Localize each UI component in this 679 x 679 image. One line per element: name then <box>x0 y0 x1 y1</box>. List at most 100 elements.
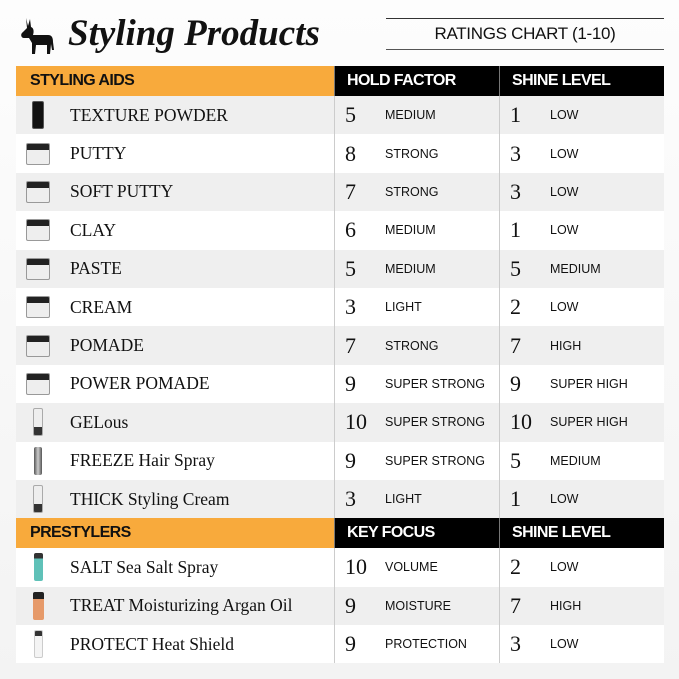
product-name: SALT Sea Salt Spray <box>70 556 219 577</box>
table-row: PASTE 5 MEDIUM 5 MEDIUM <box>16 249 664 288</box>
product-name: THICK Styling Cream <box>70 488 230 509</box>
rating-value: 5 <box>345 102 356 128</box>
column-header: SHINE LEVEL <box>499 518 664 549</box>
rating-value: 7 <box>345 332 356 358</box>
jar-icon <box>20 296 56 319</box>
table-row: PROTECT Heat Shield 9 PROTECTION 3 LOW <box>16 625 664 664</box>
rating-label: STRONG <box>385 338 439 353</box>
shine-label: LOW <box>550 492 579 507</box>
jar-icon <box>20 334 56 357</box>
section-header: PRESTYLERS KEY FOCUS SHINE LEVEL <box>16 518 664 549</box>
rating-label: STRONG <box>385 184 439 199</box>
shine-value: 3 <box>510 178 521 204</box>
rating-value: 5 <box>345 255 356 281</box>
spray-can-icon <box>20 446 56 475</box>
product-name: CLAY <box>70 219 117 240</box>
rating-label: SUPER STRONG <box>385 415 486 430</box>
product-name: CREAM <box>70 296 133 317</box>
shine-value: 1 <box>510 217 521 243</box>
rating-label: STRONG <box>385 146 439 161</box>
shine-value: 5 <box>510 447 521 473</box>
shine-value: 9 <box>510 370 521 396</box>
shine-label: LOW <box>550 300 579 315</box>
table-row: THICK Styling Cream 3 LIGHT 1 LOW <box>16 479 664 519</box>
table-row: GELous 10 SUPER STRONG 10 SUPER HIGH <box>16 403 664 442</box>
teal-bottle-icon <box>20 553 56 582</box>
shine-label: SUPER HIGH <box>550 376 628 391</box>
section-header: STYLING AIDS HOLD FACTOR SHINE LEVEL <box>16 66 664 96</box>
rating-label: PROTECTION <box>385 637 467 652</box>
table-row: PUTTY 8 STRONG 3 LOW <box>16 134 664 173</box>
table-row: SOFT PUTTY 7 STRONG 3 LOW <box>16 172 664 212</box>
ratings-subtitle: RATINGS CHART (1-10) <box>386 18 664 50</box>
rating-label: MEDIUM <box>385 261 436 276</box>
table-row: TREAT Moisturizing Argan Oil 9 MOISTURE 7… <box>16 586 664 626</box>
shine-label: LOW <box>550 184 579 199</box>
shine-label: LOW <box>550 560 579 575</box>
shine-label: HIGH <box>550 598 582 613</box>
product-name: POMADE <box>70 335 144 356</box>
shine-label: LOW <box>550 146 579 161</box>
product-name: PUTTY <box>70 143 127 164</box>
shine-label: HIGH <box>550 338 582 353</box>
product-name: SOFT PUTTY <box>70 181 174 202</box>
product-name: TREAT Moisturizing Argan Oil <box>70 595 293 616</box>
product-name: TEXTURE POWDER <box>70 104 228 125</box>
tube-icon <box>20 485 56 514</box>
shine-label: MEDIUM <box>550 453 601 468</box>
table-row: POMADE 7 STRONG 7 HIGH <box>16 326 664 365</box>
shine-value: 3 <box>510 140 521 166</box>
rating-label: MOISTURE <box>385 598 451 613</box>
shine-label: LOW <box>550 108 579 123</box>
shine-value: 3 <box>510 631 521 657</box>
rating-label: LIGHT <box>385 300 422 315</box>
shine-value: 2 <box>510 554 521 580</box>
shine-label: MEDIUM <box>550 261 601 276</box>
rating-label: LIGHT <box>385 492 422 507</box>
column-header: HOLD FACTOR <box>334 66 499 96</box>
shine-value: 5 <box>510 255 521 281</box>
rating-label: SUPER STRONG <box>385 376 486 391</box>
section-title: PRESTYLERS <box>16 518 334 549</box>
shine-value: 1 <box>510 102 521 128</box>
jar-icon <box>20 219 56 242</box>
rating-value: 10 <box>345 554 367 580</box>
jar-icon <box>20 257 56 280</box>
table-row: SALT Sea Salt Spray 10 VOLUME 2 LOW <box>16 548 664 587</box>
shine-label: LOW <box>550 637 579 652</box>
shine-value: 1 <box>510 486 521 512</box>
ratings-table: STYLING AIDS HOLD FACTOR SHINE LEVEL TEX… <box>16 66 664 664</box>
product-name: FREEZE Hair Spray <box>70 450 215 471</box>
shine-label: SUPER HIGH <box>550 415 628 430</box>
rating-value: 7 <box>345 178 356 204</box>
product-name: POWER POMADE <box>70 373 210 394</box>
rating-label: MEDIUM <box>385 223 436 238</box>
rating-value: 10 <box>345 409 367 435</box>
rating-value: 6 <box>345 217 356 243</box>
rating-value: 9 <box>345 631 356 657</box>
page-title: Styling Products <box>68 13 320 54</box>
table-row: CLAY 6 MEDIUM 1 LOW <box>16 211 664 250</box>
table-row: TEXTURE POWDER 5 MEDIUM 1 LOW <box>16 96 664 135</box>
rating-value: 3 <box>345 294 356 320</box>
rating-label: VOLUME <box>385 560 438 575</box>
jar-icon <box>20 180 56 203</box>
section-title: STYLING AIDS <box>16 66 334 96</box>
product-name: PROTECT Heat Shield <box>70 633 234 654</box>
shine-value: 7 <box>510 592 521 618</box>
jar-icon <box>20 372 56 395</box>
rating-value: 9 <box>345 370 356 396</box>
tube-icon <box>20 408 56 437</box>
shine-value: 7 <box>510 332 521 358</box>
table-row: FREEZE Hair Spray 9 SUPER STRONG 5 MEDIUM <box>16 441 664 480</box>
rating-label: SUPER STRONG <box>385 453 486 468</box>
rating-label: MEDIUM <box>385 108 436 123</box>
shine-value: 10 <box>510 409 532 435</box>
rating-value: 3 <box>345 486 356 512</box>
rating-value: 9 <box>345 592 356 618</box>
product-name: PASTE <box>70 258 122 279</box>
shine-label: LOW <box>550 223 579 238</box>
shine-value: 2 <box>510 294 521 320</box>
orange-bottle-icon <box>20 591 56 620</box>
rating-value: 9 <box>345 447 356 473</box>
